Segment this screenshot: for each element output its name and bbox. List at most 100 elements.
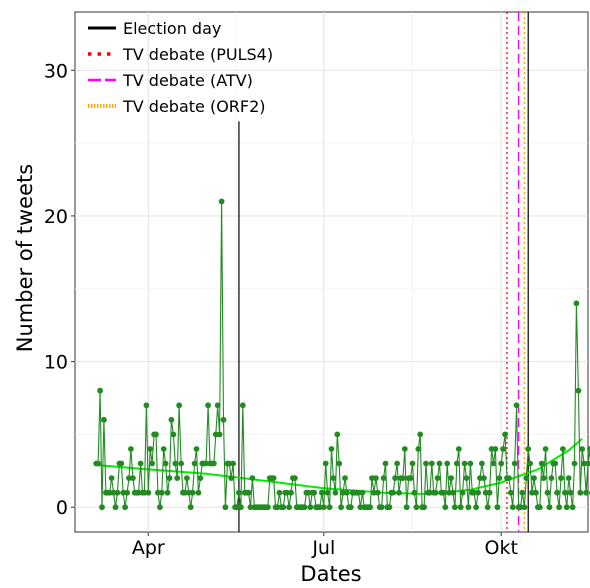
y-tick-label: 30: [44, 60, 68, 82]
data-point: [270, 475, 277, 481]
data-point: [403, 504, 410, 511]
data-point: [434, 475, 441, 481]
data-point: [455, 446, 462, 452]
data-point: [336, 460, 343, 467]
data-point: [328, 446, 335, 452]
data-point: [127, 446, 134, 452]
data-point: [112, 504, 119, 511]
data-point: [166, 475, 173, 481]
data-point: [280, 504, 287, 511]
y-tick-label: 10: [44, 352, 68, 374]
data-point: [461, 460, 468, 467]
data-point: [386, 504, 393, 511]
y-tick-label: 20: [44, 206, 68, 228]
data-point: [230, 460, 237, 467]
data-point: [486, 489, 493, 496]
plot-panel: [74, 11, 589, 533]
data-point: [174, 475, 181, 481]
data-point: [558, 475, 564, 481]
data-point: [575, 387, 582, 394]
data-point: [99, 504, 105, 511]
data-point: [409, 460, 416, 467]
data-point: [149, 460, 156, 467]
data-point: [554, 489, 560, 496]
data-point: [160, 446, 167, 452]
data-point: [326, 504, 333, 511]
data-point: [265, 504, 271, 511]
data-point: [228, 475, 235, 481]
data-point: [211, 460, 217, 467]
data-point: [130, 475, 136, 481]
data-point: [396, 489, 402, 496]
data-point: [195, 489, 202, 496]
data-point: [450, 489, 456, 496]
data-point: [373, 475, 379, 481]
data-point: [415, 446, 422, 452]
data-point: [577, 489, 584, 496]
data-point: [205, 402, 212, 409]
data-point: [587, 446, 590, 452]
reference-lines: [238, 12, 529, 532]
data-point: [562, 489, 568, 496]
data-point: [556, 504, 562, 511]
data-point: [436, 460, 443, 467]
data-point: [494, 504, 501, 511]
data-point: [407, 475, 414, 481]
data-point: [189, 489, 196, 496]
data-point: [216, 431, 223, 438]
data-point: [222, 504, 229, 511]
data-point: [452, 504, 458, 511]
data-point: [158, 489, 165, 496]
data-point: [334, 431, 341, 438]
data-point: [390, 489, 397, 496]
data-point: [502, 431, 508, 438]
data-point: [496, 475, 503, 481]
data-point: [137, 460, 144, 467]
data-point: [569, 504, 576, 511]
data-point: [122, 504, 128, 511]
data-point: [359, 489, 366, 496]
data-point: [457, 504, 464, 511]
data-point: [428, 460, 435, 467]
data-point: [585, 460, 590, 467]
data-point: [492, 446, 499, 452]
data-point: [347, 504, 354, 511]
data-point: [108, 475, 115, 481]
data-point: [506, 475, 512, 481]
data-point: [542, 446, 549, 452]
data-point: [147, 446, 154, 452]
data-point: [463, 475, 470, 481]
legend-label: TV debate (PULS4): [122, 45, 273, 64]
data-point: [193, 446, 200, 452]
data-point: [490, 460, 497, 467]
y-axis-title: Number of tweets: [13, 164, 37, 352]
data-point: [579, 446, 586, 452]
data-point: [187, 504, 194, 511]
data-point: [454, 460, 460, 467]
data-point: [531, 475, 537, 481]
data-point: [143, 402, 150, 409]
data-point: [320, 504, 327, 511]
data-point: [218, 198, 225, 205]
data-point: [342, 475, 348, 481]
data-point: [513, 402, 520, 409]
data-point: [153, 431, 159, 438]
data-point: [519, 489, 526, 496]
legend-label: Election day: [123, 19, 221, 38]
data-point: [145, 489, 152, 496]
data-point: [322, 460, 329, 467]
data-point: [560, 446, 566, 452]
data-point: [378, 504, 385, 511]
data-point: [498, 460, 505, 467]
data-point: [286, 504, 292, 511]
data-point: [509, 504, 516, 511]
data-point: [440, 489, 447, 496]
data-point: [401, 446, 408, 452]
data-point: [380, 475, 387, 481]
data-point: [319, 489, 325, 496]
x-tick-label: Apr: [132, 537, 165, 559]
data-point: [214, 402, 221, 409]
data-point: [176, 402, 183, 409]
data-point: [459, 489, 466, 496]
